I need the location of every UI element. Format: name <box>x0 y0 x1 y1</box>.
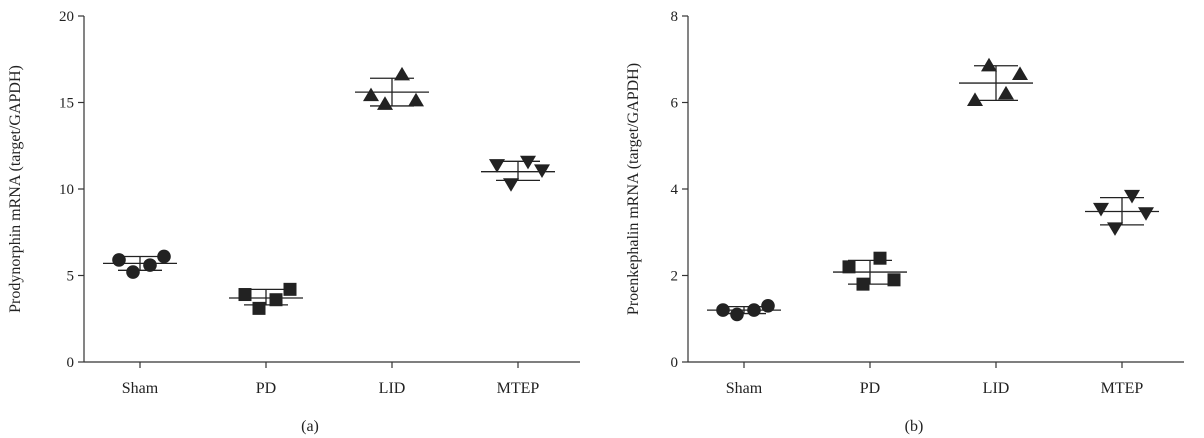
data-point <box>747 303 761 317</box>
chart-panel-a: 0 5 10 15 20 Sham PD LID MTEP Prodynorphin mRNA (… <box>7 9 580 435</box>
data-point <box>842 260 856 274</box>
data-point <box>1012 66 1028 80</box>
data-point <box>1093 202 1109 217</box>
group-mtep <box>1085 189 1159 236</box>
data-point <box>967 92 983 106</box>
data-point <box>269 293 283 307</box>
y-axis-title: Prodynorphin mRNA (target/GAPDH) <box>7 65 24 313</box>
panel-label: (b) <box>905 418 924 435</box>
data-point <box>1138 207 1154 221</box>
data-point <box>856 277 870 291</box>
group-lid <box>355 66 429 110</box>
data-point <box>143 258 157 272</box>
data-point <box>503 178 519 192</box>
data-point <box>1107 222 1123 236</box>
data-point <box>408 92 424 107</box>
group-sham <box>707 298 781 322</box>
chart-panel-b: 0 2 4 6 8 Sham PD LID MTEP Proenkephalin mRNA (ta… <box>625 9 1184 435</box>
x-category-label: Sham <box>726 380 763 397</box>
data-point <box>377 96 393 110</box>
x-category-label: Sham <box>122 380 159 397</box>
data-point <box>730 307 744 322</box>
data-point <box>981 57 997 72</box>
data-point <box>126 265 140 279</box>
data-point <box>716 303 730 317</box>
data-point <box>394 66 410 81</box>
group-mtep <box>481 155 555 192</box>
data-point <box>998 85 1014 100</box>
x-category-label: PD <box>256 380 276 397</box>
group-lid <box>959 57 1033 106</box>
data-point <box>761 298 775 313</box>
data-point <box>112 253 126 267</box>
x-category-label: PD <box>860 380 880 397</box>
data-point <box>534 164 550 178</box>
data-point <box>489 159 505 173</box>
data-point <box>873 251 887 265</box>
group-pd <box>833 251 907 291</box>
x-category-label: MTEP <box>497 380 540 397</box>
group-sham <box>103 249 177 279</box>
y-tick-label: 0 <box>671 355 679 371</box>
data-point <box>1124 189 1140 204</box>
y-tick-label: 6 <box>671 96 679 112</box>
data-point <box>283 282 297 296</box>
y-tick-label: 8 <box>671 9 679 25</box>
y-tick-label: 5 <box>67 269 75 285</box>
data-point <box>520 155 536 170</box>
x-category-label: LID <box>379 380 406 397</box>
y-tick-label: 4 <box>671 182 679 198</box>
group-pd <box>229 282 303 315</box>
data-point <box>252 301 266 315</box>
x-category-label: MTEP <box>1101 380 1144 397</box>
data-point <box>887 273 901 287</box>
data-point <box>363 87 379 102</box>
data-point <box>157 249 171 264</box>
y-tick-label: 10 <box>59 182 74 198</box>
y-tick-label: 20 <box>59 9 74 25</box>
panel-label: (a) <box>301 418 319 435</box>
data-point <box>238 288 252 302</box>
y-tick-label: 2 <box>671 269 679 285</box>
y-tick-label: 15 <box>59 96 74 112</box>
x-category-label: LID <box>983 380 1010 397</box>
y-axis-title: Proenkephalin mRNA (target/GAPDH) <box>625 63 642 315</box>
y-tick-label: 0 <box>67 355 75 371</box>
